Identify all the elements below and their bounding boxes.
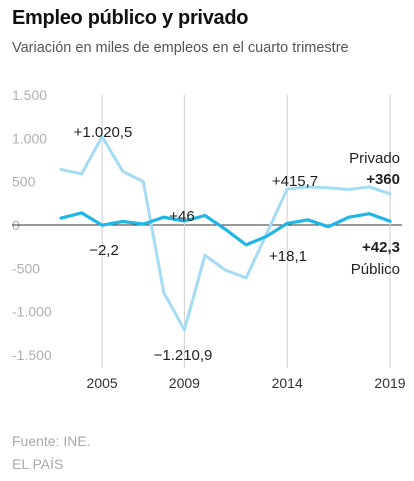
data-annotation: −2,2 xyxy=(89,242,119,259)
x-tick-label: 2009 xyxy=(169,375,200,391)
data-annotation: +42,3 xyxy=(362,239,400,256)
x-tick-label: 2019 xyxy=(374,375,405,391)
data-annotation: Público xyxy=(351,261,400,278)
data-annotation: +360 xyxy=(366,171,400,188)
data-annotation: Privado xyxy=(349,150,400,167)
data-annotation: +415,7 xyxy=(272,173,318,190)
chart-title: Empleo público y privado xyxy=(12,7,249,29)
series-line-privado xyxy=(59,135,392,332)
y-tick-label: 1.000 xyxy=(12,130,47,146)
y-tick-label: -1.000 xyxy=(12,304,52,320)
brand-label: EL PAÍS xyxy=(12,456,64,472)
chart-subtitle: Variación en miles de empleos en el cuar… xyxy=(12,40,349,56)
y-tick-label: -500 xyxy=(12,260,40,276)
y-tick-label: 1.500 xyxy=(12,87,47,103)
series-layer xyxy=(59,135,392,332)
data-annotation: −1.210,9 xyxy=(154,347,213,364)
x-tick-label: 2005 xyxy=(87,375,118,391)
data-annotation: +18,1 xyxy=(269,248,307,265)
series-line-pblico xyxy=(59,211,392,247)
x-tick-label: 2014 xyxy=(272,375,303,391)
data-annotation: +1.020,5 xyxy=(74,124,133,141)
y-tick-label: 500 xyxy=(12,174,36,190)
source-note: Fuente: INE. xyxy=(12,433,91,449)
annotation-layer: +1.020,5 −2,2 +46 −1.210,9 +415,7 +18,1 Privad… xyxy=(74,124,400,364)
data-annotation: +46 xyxy=(169,208,194,225)
y-tick-label: -1.500 xyxy=(12,347,52,363)
